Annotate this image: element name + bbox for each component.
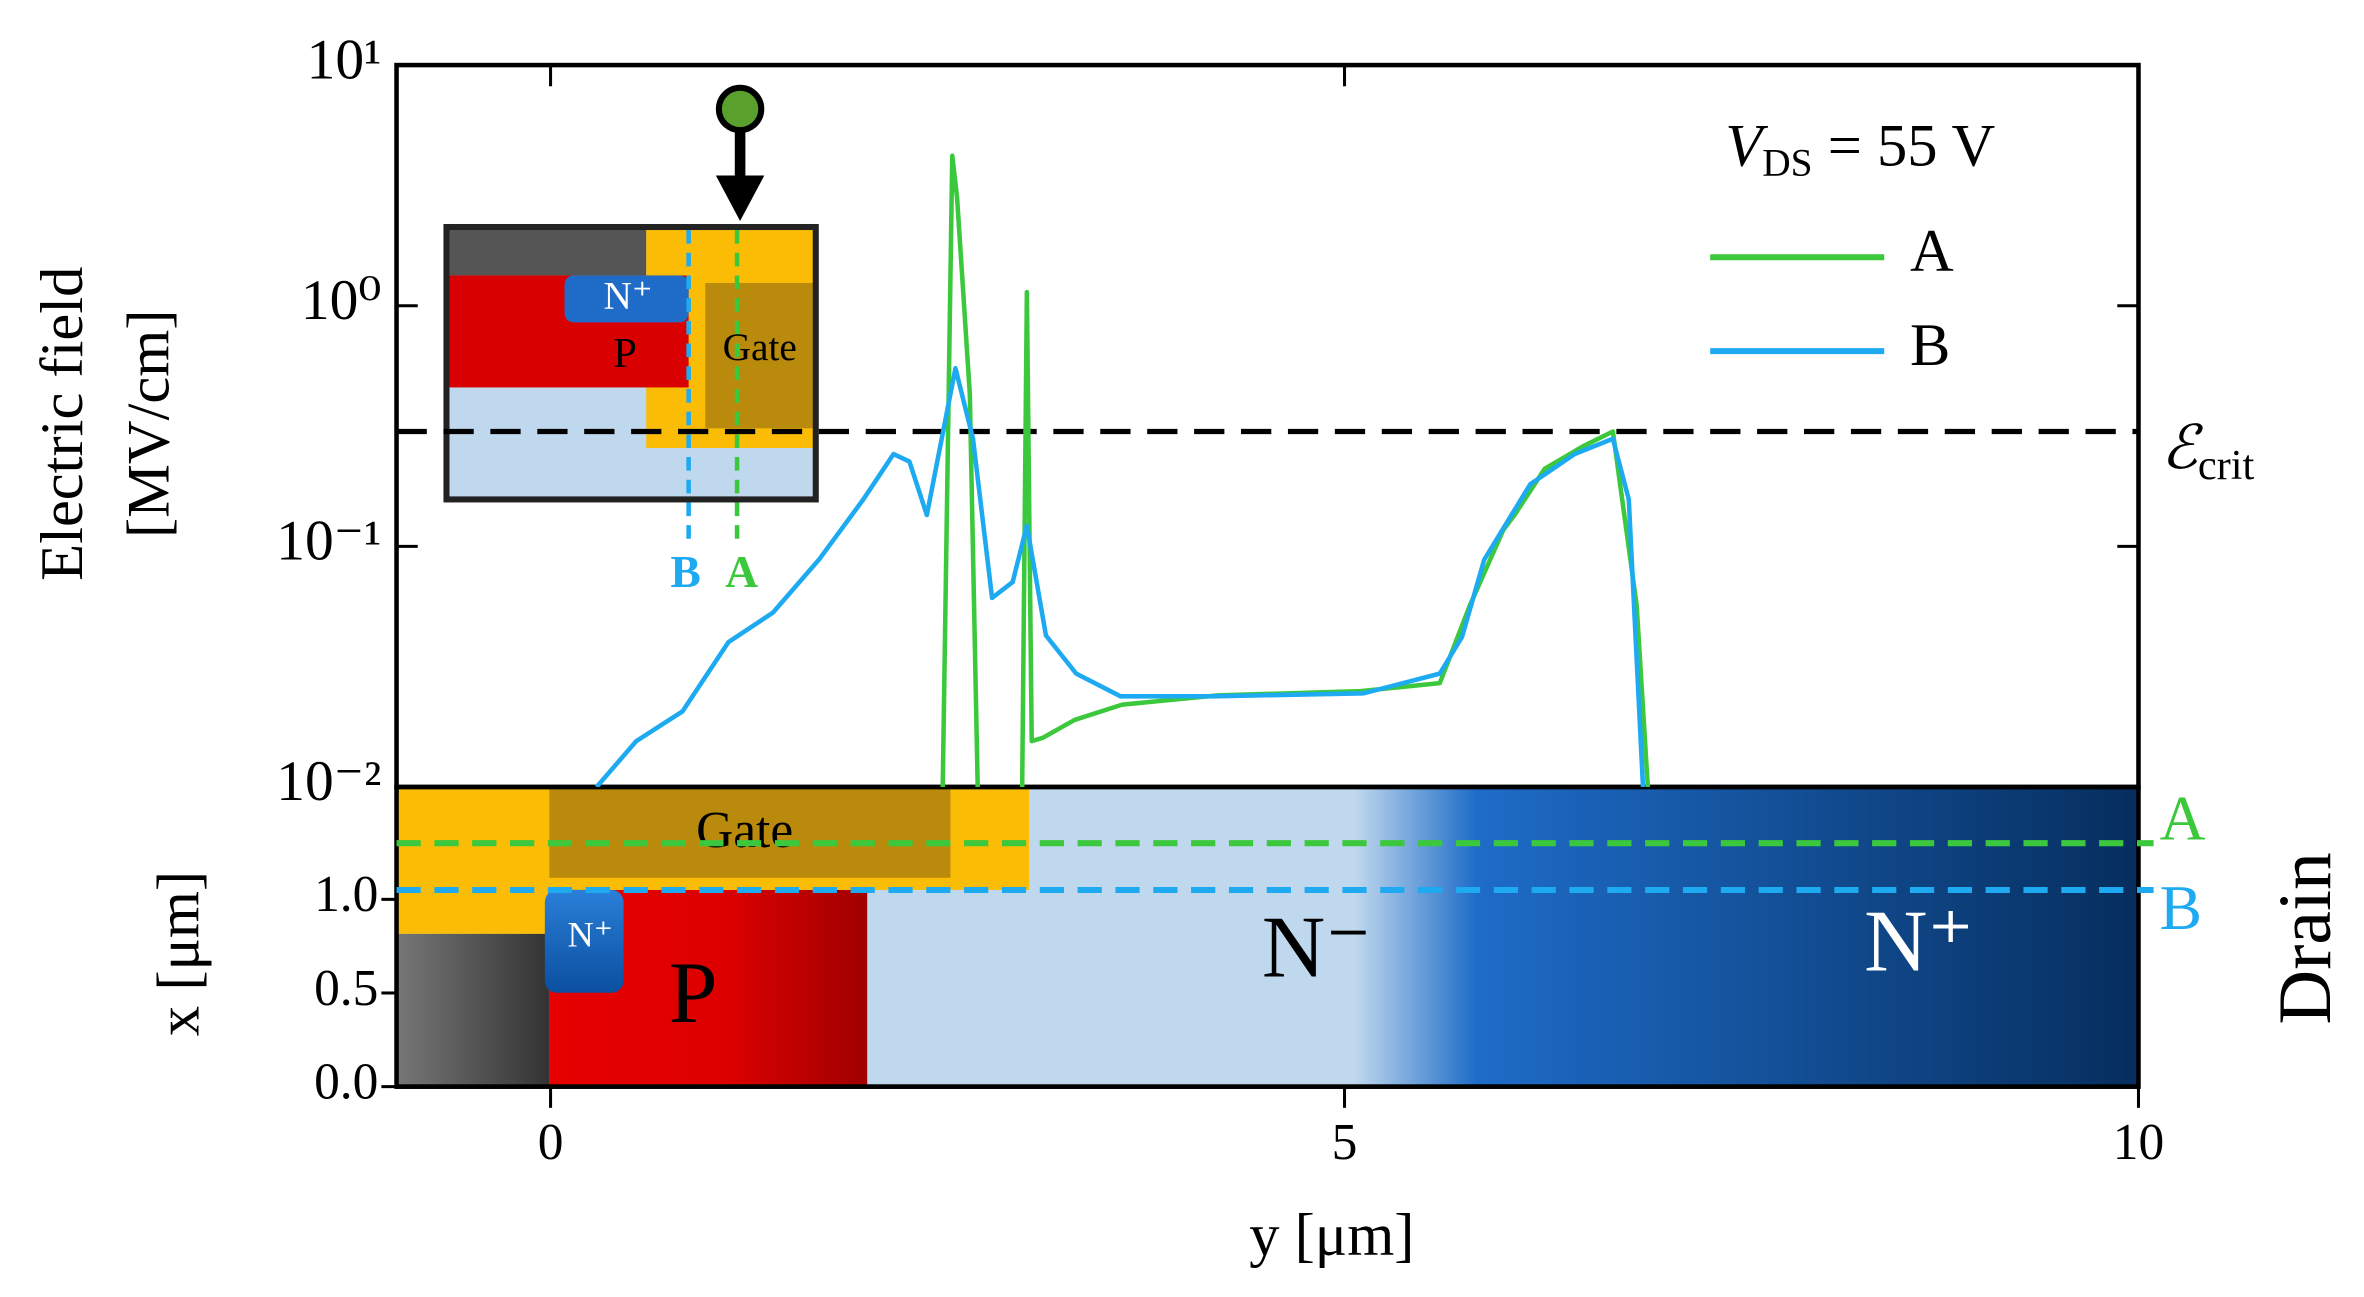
device-panel: Gate N⁺ P N⁻ N⁺ x [μm] Drain xyxy=(146,784,2347,1089)
legend-title: VDS = 55 V xyxy=(1725,112,1995,184)
critical-sub: crit xyxy=(2198,442,2255,489)
inset-cut-label: A xyxy=(725,547,758,597)
y-axis-label: [MV/cm] xyxy=(115,309,182,538)
device-label: N⁺ xyxy=(1864,893,1974,990)
legend-label: A xyxy=(1910,218,1954,285)
legend-title-sub: DS xyxy=(1762,141,1812,185)
y-tick-label: 10⁰ xyxy=(301,269,382,332)
source-contact xyxy=(396,933,550,1087)
inset-frame xyxy=(443,223,819,503)
inset-cut-label: B xyxy=(670,547,700,597)
inset-label: P xyxy=(613,330,637,377)
device-y-label: x [μm] xyxy=(146,871,213,1036)
plot-frame xyxy=(394,62,2141,790)
device-label: N⁻ xyxy=(1262,899,1372,996)
device-y-tick-label: 0.5 xyxy=(314,960,378,1017)
x-tick-label: 10 xyxy=(2113,1114,2164,1171)
device-label: P xyxy=(669,944,718,1041)
n-plus-source xyxy=(544,889,624,993)
drain-label: Drain xyxy=(2264,852,2347,1024)
x-tick-label: 0 xyxy=(538,1114,564,1171)
series-line xyxy=(940,153,1651,787)
x-tick-label: 5 xyxy=(1332,1114,1358,1171)
gate-oxide xyxy=(396,889,550,934)
inset-gate xyxy=(705,283,813,429)
cut-label: B xyxy=(2160,872,2202,943)
x-axis-label: y [μm] xyxy=(1249,1202,1414,1269)
device-label: Gate xyxy=(696,802,793,859)
inset-label: Gate xyxy=(723,325,797,369)
legend-title-symbol: V xyxy=(1725,112,1768,179)
electron xyxy=(715,84,765,134)
device-y-tick-label: 0.0 xyxy=(314,1053,378,1110)
series-line xyxy=(594,365,1646,787)
device-y-tick-label: 1.0 xyxy=(314,866,378,923)
inset-n-plus xyxy=(564,275,689,323)
critical-field-label: ℰcrit xyxy=(2161,415,2254,489)
series-group xyxy=(594,153,1651,787)
critical-symbol: ℰ xyxy=(2161,415,2203,482)
cut-label: A xyxy=(2160,783,2206,854)
inset-label: N⁺ xyxy=(604,274,653,318)
legend-label: B xyxy=(1910,312,1950,379)
device-label: N⁺ xyxy=(568,915,613,955)
arrow-head xyxy=(715,175,765,221)
y-tick-label: 10¹ xyxy=(307,28,382,91)
legend-title-text: = 55 V xyxy=(1813,112,1996,179)
y-tick-label: 10⁻² xyxy=(276,750,381,813)
y-axis-label: Electric field xyxy=(29,267,96,581)
gate xyxy=(549,786,951,878)
inset-contact xyxy=(446,227,647,276)
inset: N⁺ P Gate B A xyxy=(443,84,819,597)
y-tick-label: 10⁻¹ xyxy=(276,510,381,573)
